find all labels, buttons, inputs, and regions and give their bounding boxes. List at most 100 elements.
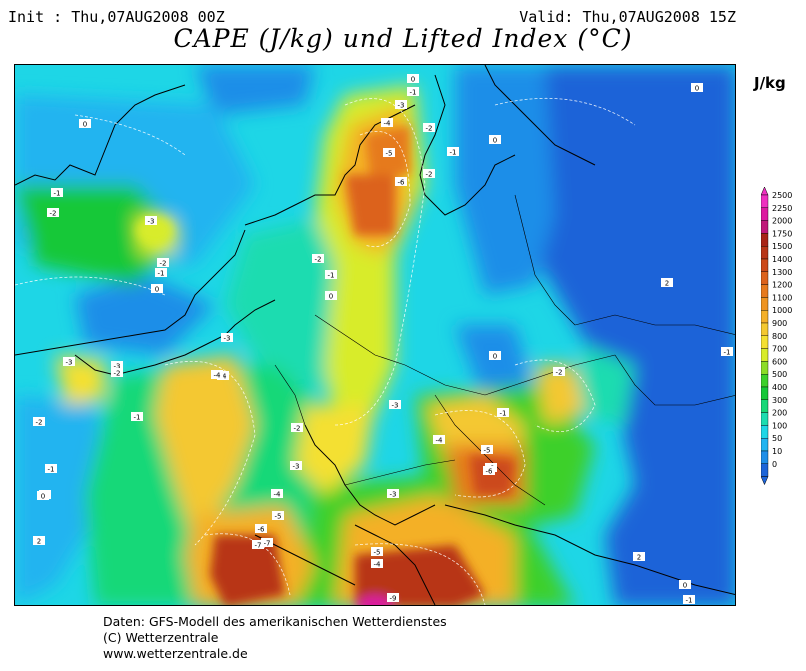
li-label: -5 [481,445,493,455]
color-bar-swatch [761,335,769,349]
svg-text:-4: -4 [384,120,392,128]
svg-text:2: 2 [665,280,669,288]
li-label: -7 [252,540,264,550]
svg-text:-3: -3 [390,491,397,499]
svg-text:-3: -3 [293,463,300,471]
svg-text:-4: -4 [274,491,282,499]
color-bar-label: 50 [772,434,782,443]
color-bar-swatch [761,386,769,401]
color-bar-label: 1000 [772,306,792,315]
color-bar-label: 2000 [772,217,792,226]
li-label: -2 [33,417,45,427]
svg-text:-5: -5 [374,549,381,557]
li-label: -1 [407,87,419,97]
color-bar-swatch [761,246,769,260]
init-time: Init : Thu,07AUG2008 00Z [8,8,225,26]
color-bar-label: 200 [772,409,787,418]
li-label: -5 [383,148,395,158]
svg-text:-4: -4 [436,437,444,445]
svg-text:-5: -5 [484,447,491,455]
svg-text:-3: -3 [114,363,121,371]
color-bar-label: 900 [772,319,787,328]
color-bar-swatch [761,450,769,465]
svg-text:-2: -2 [315,256,322,264]
svg-text:-3: -3 [66,359,73,367]
cape-map: 0 -1 -2 -3 -4 -5 -6 -7 -8 -9 0 -1 -2 -3 … [14,64,736,606]
li-label: -3 [395,100,407,110]
color-bar-swatch [761,297,769,311]
li-label: -1 [51,188,63,198]
legend-unit: J/kg [754,74,786,92]
color-bar-swatch [761,348,769,362]
li-label: 0 [37,491,49,501]
svg-text:-6: -6 [486,468,494,476]
li-label: 2 [661,278,673,288]
color-bar-label: 1200 [772,281,792,290]
svg-text:0: 0 [329,293,333,301]
li-label: 0 [489,351,501,361]
svg-text:-9: -9 [390,595,397,603]
color-bar: 2500225020001750150014001300120011001000… [761,187,792,486]
color-bar-swatch [761,258,769,273]
svg-text:2: 2 [37,538,41,546]
svg-text:-7: -7 [264,540,271,548]
color-bar-swatch [761,207,769,221]
svg-text:-2: -2 [36,419,43,427]
color-bar-swatch [761,284,769,298]
li-label: -6 [483,466,495,476]
color-bar-bottom-arrow [761,476,769,486]
svg-text:-6: -6 [398,179,406,187]
li-label: -4 [381,118,393,128]
li-label: -1 [155,268,167,278]
svg-text:-5: -5 [275,513,282,521]
valid-time: Valid: Thu,07AUG2008 15Z [519,8,736,26]
svg-text:-4: -4 [214,372,222,380]
li-label: -1 [683,595,695,605]
color-bar-swatch [761,220,769,234]
li-label: -4 [271,489,283,499]
footer-url[interactable]: www.wetterzentrale.de [103,646,248,661]
color-bar-swatch [761,373,769,388]
svg-text:-1: -1 [686,597,693,605]
color-bar-swatch [761,412,769,426]
svg-text:0: 0 [683,582,687,590]
color-bar-label: 100 [772,421,787,430]
li-label: -3 [387,489,399,499]
svg-text:-1: -1 [410,89,417,97]
svg-text:0: 0 [83,121,87,129]
li-label: 0 [691,83,703,93]
li-label: 0 [489,135,501,145]
li-label: -1 [325,270,337,280]
color-bar-swatch [761,463,769,477]
color-bar-swatch [761,271,769,285]
color-bar-label: 1300 [772,268,792,277]
svg-text:0: 0 [155,286,159,294]
color-bar-swatch [761,437,769,452]
color-bar-label: 800 [772,332,787,341]
svg-text:0: 0 [493,353,497,361]
svg-text:-1: -1 [450,149,457,157]
svg-text:-4: -4 [374,561,382,569]
footer-source: Daten: GFS-Modell des amerikanischen Wet… [103,614,447,629]
svg-text:-2: -2 [426,125,433,133]
color-bar-label: 1500 [772,242,792,251]
li-label: -6 [395,177,407,187]
li-label: -1 [45,464,57,474]
chart-title: CAPE (J/kg) und Lifted Index (°C) [173,24,633,53]
li-label: -3 [389,400,401,410]
color-bar-label: 300 [772,396,787,405]
svg-text:-1: -1 [724,349,731,357]
color-bar-swatch [761,399,769,413]
li-label: -2 [111,368,123,378]
li-label: -1 [131,412,143,422]
color-bar-label: 0 [772,460,777,469]
li-label: -1 [721,347,733,357]
svg-text:-3: -3 [398,102,405,110]
svg-text:-7: -7 [255,542,262,550]
li-label: 0 [407,74,419,84]
svg-text:-3: -3 [224,335,231,343]
svg-text:-3: -3 [392,402,399,410]
svg-text:0: 0 [695,85,699,93]
li-label: 0 [79,119,91,129]
li-label: -2 [423,123,435,133]
